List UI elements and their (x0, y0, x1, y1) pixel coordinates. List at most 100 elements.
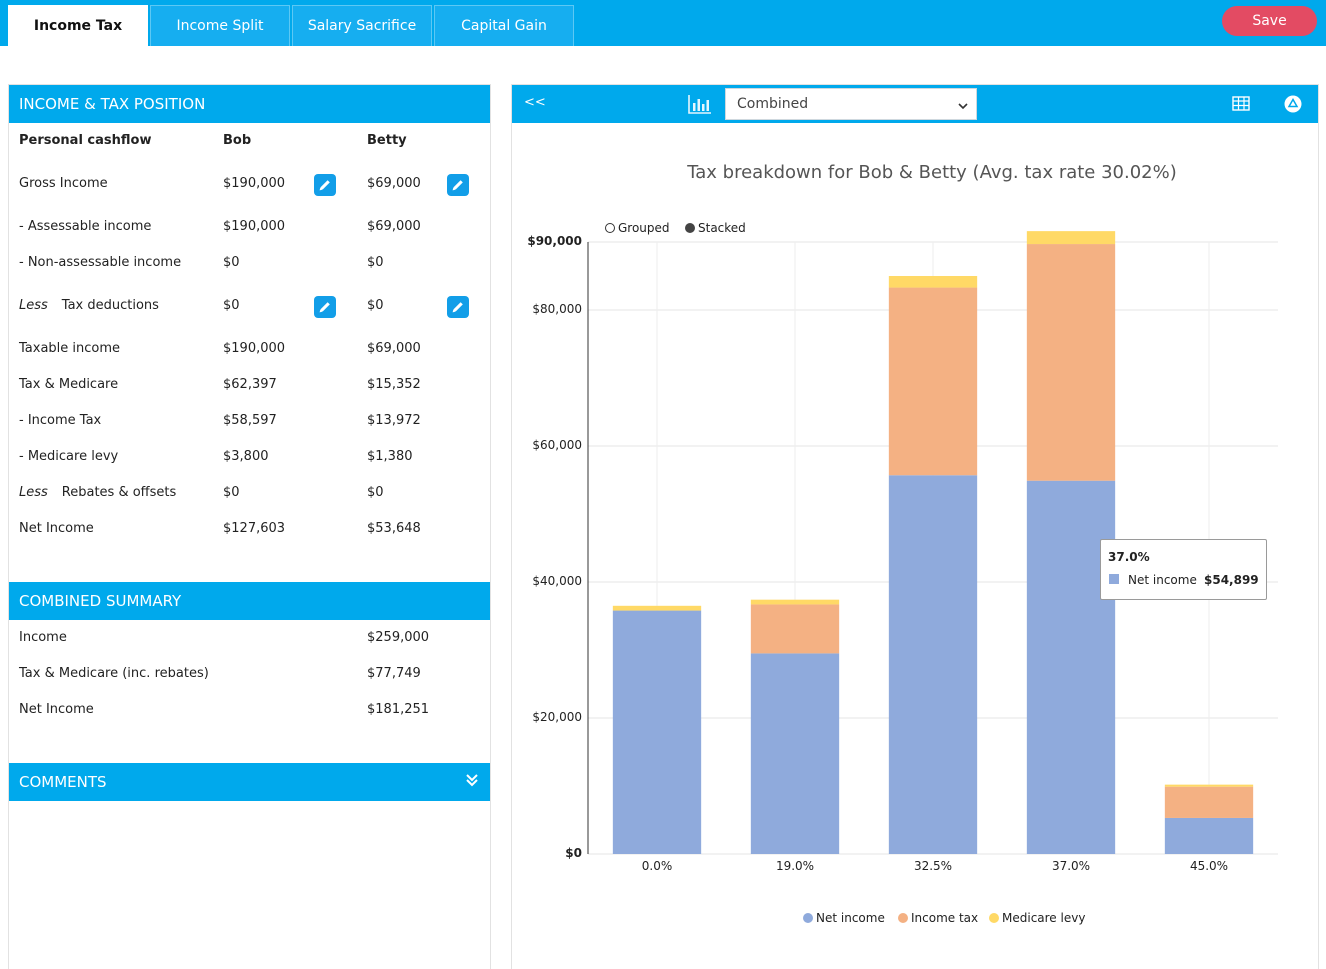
summary-row-tax-medicare: Tax & Medicare (inc. rebates) $77,749 (19, 666, 479, 686)
cashflow-row: Less Tax deductions $0 $0 (19, 296, 479, 318)
pencil-icon (318, 300, 332, 314)
bar-segment-medicare-levy (888, 276, 978, 288)
save-button[interactable]: Save (1222, 6, 1317, 36)
edit-bob-button[interactable] (314, 296, 336, 318)
row-label-text: Taxable income (19, 341, 121, 356)
bar-segment-income-tax (1164, 786, 1254, 818)
tab-salary-sacrifice[interactable]: Salary Sacrifice (292, 5, 432, 46)
row-label-text: Net Income (19, 521, 94, 536)
legend-swatch (898, 913, 908, 923)
chart-tooltip: 37.0% Net income $54,899 (1100, 539, 1267, 600)
bar-segment-net-income (1026, 480, 1116, 854)
edit-bob-button[interactable] (314, 174, 336, 196)
stacked-toggle[interactable]: Stacked (685, 221, 746, 235)
x-tick-label: 0.0% (641, 859, 673, 873)
y-tick-label: $90,000 (527, 234, 582, 248)
cashflow-row: Net Income $127,603 $53,648 (19, 521, 479, 541)
bob-value: $0 (223, 485, 240, 500)
betty-value: $0 (367, 255, 384, 270)
grouped-toggle-label: Grouped (618, 221, 670, 235)
summary-value: $259,000 (367, 630, 430, 645)
row-label: - Non-assessable income (19, 255, 181, 270)
column-header-bob: Bob (223, 133, 252, 148)
bob-value: $0 (223, 298, 240, 313)
summary-row-income: Income $259,000 (19, 630, 479, 650)
top-tab-bar: Income Tax Income Split Salary Sacrifice… (0, 0, 1326, 46)
edit-betty-button[interactable] (447, 174, 469, 196)
bob-value: $0 (223, 255, 240, 270)
row-label-text: Rebates & offsets (61, 485, 177, 500)
betty-value: $53,648 (367, 521, 421, 536)
row-label-text: Tax & Medicare (19, 377, 119, 392)
edit-betty-button[interactable] (447, 296, 469, 318)
legend-label: Net income (816, 911, 885, 925)
radio-filled-icon (685, 223, 695, 233)
bar-segment-net-income (612, 610, 702, 854)
tooltip-label: Net income (1128, 573, 1197, 587)
double-chevron-down-icon[interactable] (466, 773, 478, 791)
legend-label: Medicare levy (1002, 911, 1086, 925)
grouped-toggle[interactable]: Grouped (605, 221, 670, 235)
betty-value: $69,000 (367, 176, 421, 191)
bar-segment-income-tax (750, 604, 840, 654)
tab-income-tax[interactable]: Income Tax (8, 5, 148, 46)
bar-segment-medicare-levy (612, 605, 702, 611)
betty-value: $0 (367, 298, 384, 313)
cashflow-row: - Non-assessable income $0 $0 (19, 255, 479, 275)
radio-empty-icon (605, 223, 615, 233)
bar-segment-medicare-levy (1164, 784, 1254, 787)
legend-income-tax[interactable]: Income tax (898, 911, 978, 925)
tax-breakdown-chart (587, 231, 1278, 855)
comments-header[interactable]: COMMENTS (9, 763, 490, 801)
x-tick-label: 45.0% (1189, 859, 1229, 873)
table-view-icon[interactable] (1232, 96, 1250, 115)
comments-title: COMMENTS (19, 773, 107, 791)
bob-value: $190,000 (223, 176, 286, 191)
bar-segment-income-tax (1026, 244, 1116, 481)
row-label: Tax & Medicare (19, 377, 118, 392)
combined-summary-title: COMBINED SUMMARY (19, 592, 182, 610)
scroll-up-icon[interactable] (1284, 95, 1302, 117)
betty-value: $15,352 (367, 377, 421, 392)
row-label: Less Tax deductions (19, 298, 159, 313)
view-select-value: Combined (737, 96, 809, 112)
tab-income-split[interactable]: Income Split (150, 5, 290, 46)
left-panel: INCOME & TAX POSITION Personal cashflow … (8, 84, 491, 969)
bob-value: $58,597 (223, 413, 277, 428)
legend-label: Income tax (911, 911, 979, 925)
legend-net-income[interactable]: Net income (803, 911, 885, 925)
tooltip-value: $54,899 (1204, 573, 1259, 587)
row-label: Less Rebates & offsets (19, 485, 176, 500)
summary-label: Tax & Medicare (inc. rebates) (19, 666, 209, 681)
row-label: - Assessable income (19, 219, 151, 234)
row-label-text: - Assessable income (19, 219, 152, 234)
legend-swatch (989, 913, 999, 923)
stacked-toggle-label: Stacked (698, 221, 746, 235)
bar-chart-icon[interactable] (688, 94, 712, 118)
betty-value: $1,380 (367, 449, 413, 464)
bar-segment-income-tax (888, 287, 978, 476)
summary-row-net-income: Net Income $181,251 (19, 702, 479, 722)
pencil-icon (318, 178, 332, 192)
view-select[interactable]: Combined (725, 88, 977, 120)
row-label-text: - Income Tax (19, 413, 102, 428)
x-tick-label: 32.5% (913, 859, 953, 873)
bar-segment-medicare-levy (750, 599, 840, 605)
x-tick-label: 37.0% (1051, 859, 1091, 873)
y-tick-label: $40,000 (532, 574, 582, 588)
y-tick-label: $80,000 (532, 302, 582, 316)
row-label: Net Income (19, 521, 94, 536)
summary-label: Income (19, 630, 67, 645)
row-label-text: Tax deductions (61, 298, 159, 313)
tab-capital-gain[interactable]: Capital Gain (434, 5, 574, 46)
income-tax-position-header: INCOME & TAX POSITION (9, 85, 490, 123)
collapse-panel-link[interactable]: << (524, 95, 546, 110)
income-tax-position-title: INCOME & TAX POSITION (19, 95, 206, 113)
row-label: - Income Tax (19, 413, 101, 428)
bar-segment-medicare-levy (1026, 231, 1116, 245)
chevron-down-icon (958, 99, 968, 115)
legend-medicare-levy[interactable]: Medicare levy (989, 911, 1085, 925)
less-prefix: Less (19, 298, 48, 313)
row-label-text: Gross Income (19, 176, 108, 191)
cashflow-row: - Medicare levy $3,800 $1,380 (19, 449, 479, 469)
